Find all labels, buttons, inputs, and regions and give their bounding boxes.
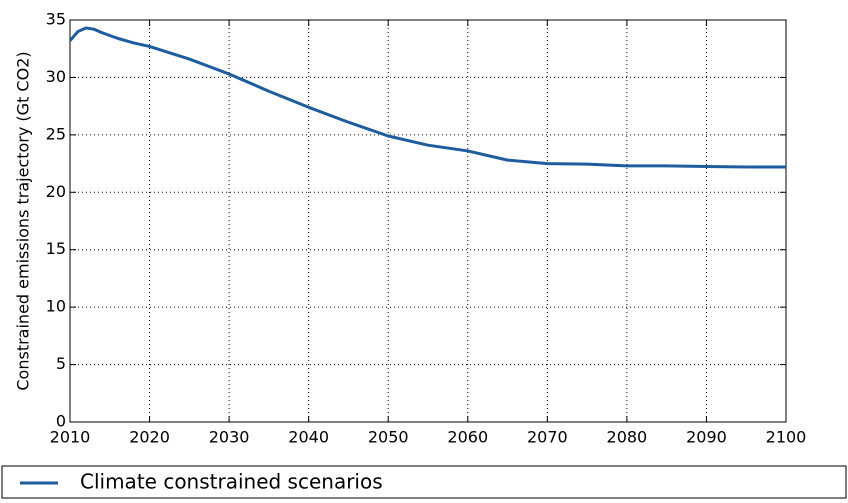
series-line: [68, 26, 786, 169]
y-tick-label: 35: [46, 10, 66, 29]
x-tick-label: 2040: [288, 428, 329, 447]
y-tick-label: 15: [46, 239, 66, 258]
y-tick-label: 25: [46, 124, 66, 143]
legend-label: Climate constrained scenarios: [80, 470, 383, 494]
x-tick-label: 2100: [766, 428, 807, 447]
y-tick-label: 20: [46, 182, 66, 201]
x-tick-label: 2020: [129, 428, 170, 447]
x-tick-label: 2060: [447, 428, 488, 447]
y-tick-label: 30: [46, 67, 66, 86]
plot-frame: [69, 19, 787, 423]
x-tick-label: 2050: [368, 428, 409, 447]
y-tick-label: 5: [56, 354, 66, 373]
x-tick-label: 2030: [209, 428, 250, 447]
x-tick-label: 2090: [686, 428, 727, 447]
x-tick-label: 2070: [527, 428, 568, 447]
x-tick-label: 2080: [607, 428, 648, 447]
y-tick-label: 10: [46, 297, 66, 316]
y-axis-label: Constrained emissions trajectory (Gt CO2…: [14, 51, 33, 390]
x-tick-label: 2010: [50, 428, 91, 447]
y-tick-label: 0: [56, 412, 66, 431]
legend-box: [1, 465, 847, 499]
